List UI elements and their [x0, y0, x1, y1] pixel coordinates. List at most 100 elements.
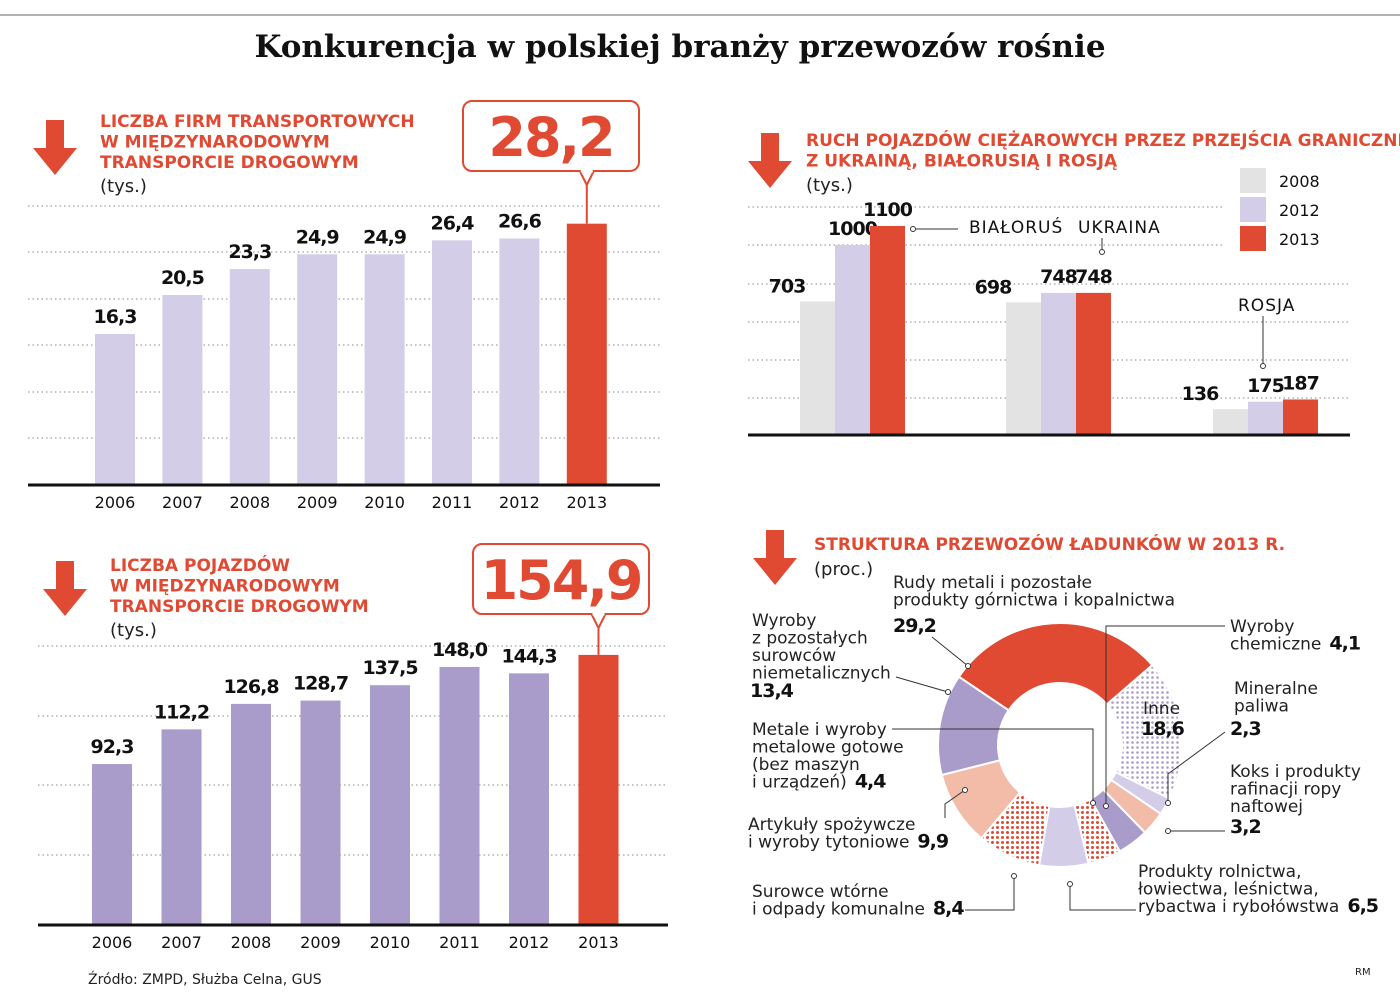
callout-pointer — [577, 168, 596, 188]
chart-title-line: TRANSPORCIE DROGOWYM — [110, 597, 369, 617]
bar-2006 — [95, 333, 135, 485]
leader-dot — [1165, 828, 1171, 834]
slice-label-line: naftowej — [1230, 797, 1303, 817]
leader-dot — [1067, 881, 1073, 887]
data-label: 136 — [1182, 383, 1219, 405]
slice-label-line: produkty górnictwa i kopalnictwa — [893, 591, 1175, 611]
legend-label: 2008 — [1279, 172, 1320, 191]
slice-label-line: łowiectwa, leśnictwa, — [1138, 880, 1319, 900]
slice-label-line: (bez maszyn — [752, 755, 860, 775]
slice-value: 8,4 — [933, 898, 964, 920]
bar-2013 — [566, 223, 607, 485]
slice-label-line: rybactwa i rybołówstwa — [1138, 897, 1339, 917]
slice-label-line: surowców — [752, 646, 836, 666]
unit-label: (proc.) — [814, 559, 873, 580]
slice-label-line: i wyroby tytoniowe — [748, 833, 909, 853]
credit: RM — [1355, 967, 1371, 978]
down-arrow-icon — [748, 133, 792, 188]
bar-ROSJA-2013 — [1283, 399, 1318, 435]
data-label: 137,5 — [362, 657, 417, 679]
x-tick-label: 2013 — [578, 933, 619, 952]
bar-BIAŁORUŚ-2008 — [800, 301, 835, 435]
chart-title-line: TRANSPORCIE DROGOWYM — [100, 153, 359, 173]
bar-UKRAINA-2008 — [1006, 302, 1041, 435]
leader-dot — [1090, 800, 1096, 806]
data-label: 23,3 — [228, 241, 271, 263]
slice-label-line: Produkty rolnictwa, — [1138, 862, 1301, 882]
leader-dot — [965, 663, 971, 669]
chart-title-line: W MIĘDZYNARODOWYM — [100, 133, 330, 153]
leader-dot — [1099, 249, 1105, 255]
slice-label-line: i odpady komunalne — [752, 900, 925, 920]
category-label: ROSJA — [1238, 296, 1295, 316]
leader-line — [944, 789, 966, 818]
slice-label-line: i urządzeń) — [752, 773, 847, 793]
chart-title-line: Z UKRAINĄ, BIAŁORUSIĄ I ROSJĄ — [806, 152, 1118, 172]
bar-BIAŁORUŚ-2012 — [835, 245, 870, 435]
leader-dot — [1103, 803, 1109, 809]
category-label: UKRAINA — [1078, 218, 1161, 238]
x-tick-label: 2006 — [95, 493, 136, 512]
data-label: 144,3 — [501, 645, 556, 667]
x-tick-label: 2009 — [300, 933, 341, 952]
callout-box — [462, 100, 640, 172]
leader-dot — [945, 689, 951, 695]
leader-line — [965, 876, 1015, 911]
bar-2013 — [578, 654, 619, 925]
data-label: 148,0 — [432, 639, 488, 661]
slice-label-line: niemetalicznych — [752, 664, 891, 684]
legend-label: 2012 — [1279, 201, 1320, 220]
leader-dot — [962, 787, 968, 793]
slice-value: 4,1 — [1329, 633, 1360, 655]
bar-2012 — [509, 673, 549, 925]
donut-slice — [937, 675, 1010, 777]
x-tick-label: 2011 — [439, 933, 480, 952]
x-tick-label: 2008 — [229, 493, 270, 512]
bar-UKRAINA-2012 — [1041, 292, 1076, 435]
data-label: 20,5 — [161, 267, 204, 289]
callout-pointer — [589, 611, 608, 631]
x-tick-label: 2006 — [92, 933, 133, 952]
slice-value: 6,5 — [1347, 895, 1378, 917]
leader-dot — [1011, 873, 1017, 879]
data-label: 698 — [975, 276, 1012, 298]
data-label: 26,6 — [498, 211, 542, 233]
bar-2012 — [499, 238, 540, 485]
leader-line — [1167, 731, 1226, 803]
data-label: 175 — [1247, 375, 1284, 397]
bar-2008 — [229, 269, 270, 485]
bar-2010 — [364, 254, 405, 485]
source-note: Źródło: ZMPD, Służba Celna, GUS — [88, 970, 322, 988]
x-tick-label: 2009 — [297, 493, 338, 512]
bar-UKRAINA-2013 — [1076, 292, 1111, 435]
slice-label-line: Inne — [1143, 699, 1180, 719]
data-label: 748 — [1040, 266, 1077, 288]
bar-ROSJA-2008 — [1213, 409, 1248, 435]
legend-swatch-2012 — [1240, 197, 1266, 222]
bar-2006 — [92, 764, 132, 925]
data-label: 187 — [1282, 372, 1319, 394]
slice-value: 9,9 — [917, 831, 948, 853]
slice-value: 3,2 — [1230, 816, 1261, 838]
x-tick-label: 2011 — [432, 493, 473, 512]
leader-dot — [1165, 800, 1171, 806]
page-title: Konkurencja w polskiej branży przewozów … — [254, 29, 1105, 65]
data-label: 92,3 — [91, 736, 134, 758]
x-tick-label: 2012 — [499, 493, 540, 512]
unit-label: (tys.) — [806, 175, 853, 196]
slice-label-line: z pozostałych — [752, 629, 868, 649]
bar-2008 — [231, 703, 271, 925]
slice-label-line: Wyroby — [1230, 617, 1294, 637]
leader-line — [931, 636, 969, 667]
unit-label: (tys.) — [110, 620, 157, 641]
slice-value: 29,2 — [893, 615, 936, 637]
slice-label-line: metalowe gotowe — [752, 738, 904, 758]
x-tick-label: 2013 — [566, 493, 607, 512]
callout-box — [472, 543, 650, 615]
data-label: 128,7 — [293, 673, 348, 695]
bar-2009 — [297, 254, 338, 485]
slice-label-line: Koks i produkty — [1230, 762, 1361, 782]
x-tick-label: 2010 — [370, 933, 411, 952]
